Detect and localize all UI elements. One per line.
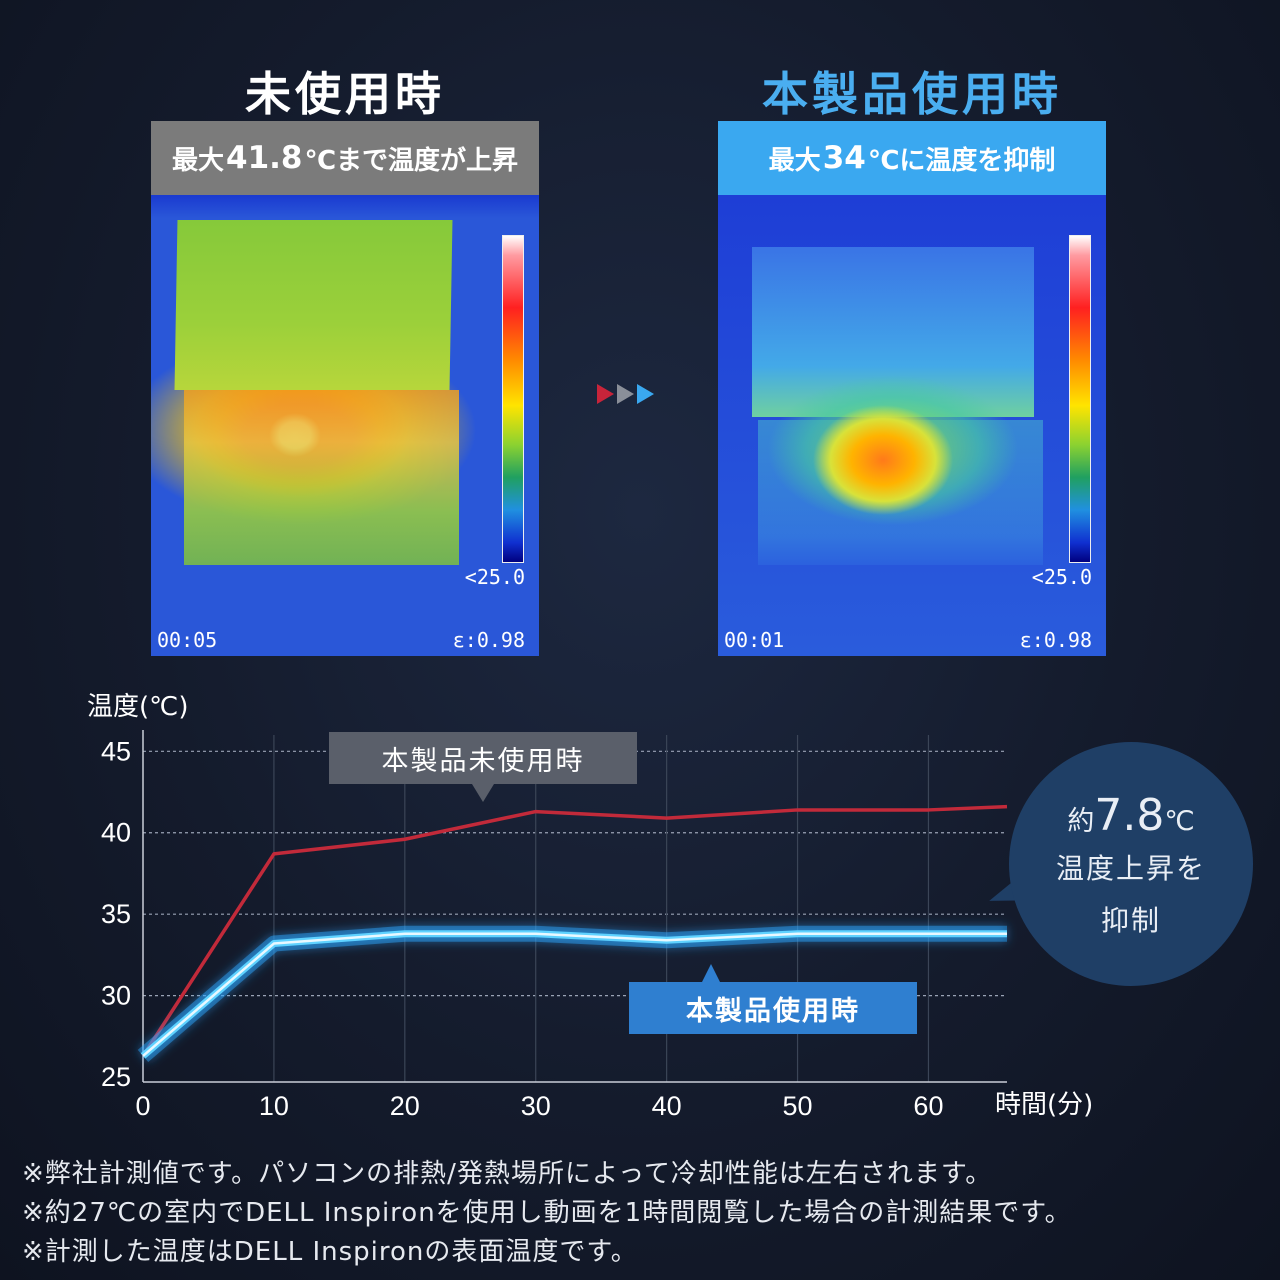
- laptop-hotspot: [768, 370, 1018, 530]
- banner-prefix: 最大: [171, 145, 224, 176]
- y-tick-label: 45: [101, 736, 131, 766]
- temperature-scale-bar: [502, 235, 524, 563]
- x-tick-label: 10: [259, 1091, 289, 1121]
- y-axis-title: 温度(℃): [87, 692, 189, 722]
- x-tick-label: 30: [521, 1091, 551, 1121]
- scale-min-label: <25.0: [464, 565, 525, 589]
- footnote-1: ※弊社計測値です。パソコンの排熱/発熱場所によって冷却性能は左右されます。: [22, 1159, 993, 1189]
- scale-min-label: <25.0: [1031, 565, 1092, 589]
- emissivity-label: ε:0.98: [1019, 628, 1092, 652]
- thermal-image-without-product: <25.0 00:05 ε:0.98: [151, 195, 539, 656]
- bubble-line-3: 抑制: [1100, 904, 1161, 937]
- emissivity-label: ε:0.98: [452, 628, 525, 652]
- banner-value: 34: [822, 140, 866, 176]
- chart-series: [137, 804, 1008, 1063]
- timestamp-label: 00:05: [157, 628, 218, 652]
- x-tick-label: 20: [390, 1091, 420, 1121]
- bubble-value: 7.8: [1094, 790, 1165, 841]
- comparison-arrows: [597, 384, 654, 404]
- thermal-image-with-product: <25.0 00:01 ε:0.98: [718, 195, 1106, 656]
- temperature-scale-bar: [1069, 235, 1091, 563]
- chart-axes: [142, 730, 1007, 1083]
- footnote-2: ※約27℃の室内でDELL Inspironを使用し動画を1時間閲覧した場合の計…: [22, 1198, 1072, 1228]
- series-label-after: 本製品使用時: [629, 964, 917, 1034]
- banner-suffix: ℃まで温度が上昇: [304, 145, 519, 176]
- arrow-gray-icon: [617, 384, 634, 404]
- y-tick-label: 30: [101, 981, 131, 1011]
- series-line-after-core: [142, 932, 1007, 1057]
- left-max-temp-banner: 最大 41.8 ℃まで温度が上昇: [151, 121, 539, 195]
- arrow-blue-icon: [637, 384, 654, 404]
- banner-suffix: ℃に温度を抑制: [867, 145, 1056, 176]
- right-panel-title: 本製品使用時: [762, 67, 1062, 121]
- x-axis-title: 時間(分): [995, 1090, 1093, 1120]
- bubble-unit: ℃: [1164, 806, 1195, 837]
- series-line-before: [141, 804, 1008, 1057]
- banner-value: 41.8: [226, 140, 303, 176]
- y-tick-label: 25: [101, 1062, 131, 1092]
- laptop-base-heat: [184, 390, 459, 565]
- x-tick-label: 0: [135, 1091, 150, 1121]
- bubble-line-2: 温度上昇を: [1055, 852, 1206, 885]
- footnote-3: ※計測した温度はDELL Inspironの表面温度です。: [22, 1237, 638, 1267]
- y-tick-label: 35: [101, 899, 131, 929]
- laptop-screen-heat: [174, 220, 453, 390]
- temperature-reduction-bubble: 約7.8℃ 温度上昇を 抑制: [1009, 742, 1253, 986]
- arrow-red-icon: [597, 384, 614, 404]
- timestamp-label: 00:01: [724, 628, 785, 652]
- left-panel-title: 未使用時: [245, 67, 445, 121]
- series-label-before: 本製品未使用時: [329, 732, 637, 802]
- banner-prefix: 最大: [768, 145, 821, 176]
- right-max-temp-banner: 最大 34 ℃に温度を抑制: [718, 121, 1106, 195]
- x-tick-label: 60: [913, 1091, 943, 1121]
- y-tick-label: 40: [101, 818, 131, 848]
- chart-tick-labels: 25 30 35 40 45 0 10 20 30 40 50 60 温度(℃) 時間(分): [87, 692, 1093, 1121]
- temperature-chart: 25 30 35 40 45 0 10 20 30 40 50 60 温度(℃) 時間(分): [87, 692, 1093, 1121]
- x-tick-label: 50: [783, 1091, 813, 1121]
- bubble-prefix: 約: [1067, 806, 1095, 837]
- x-tick-label: 40: [652, 1091, 682, 1121]
